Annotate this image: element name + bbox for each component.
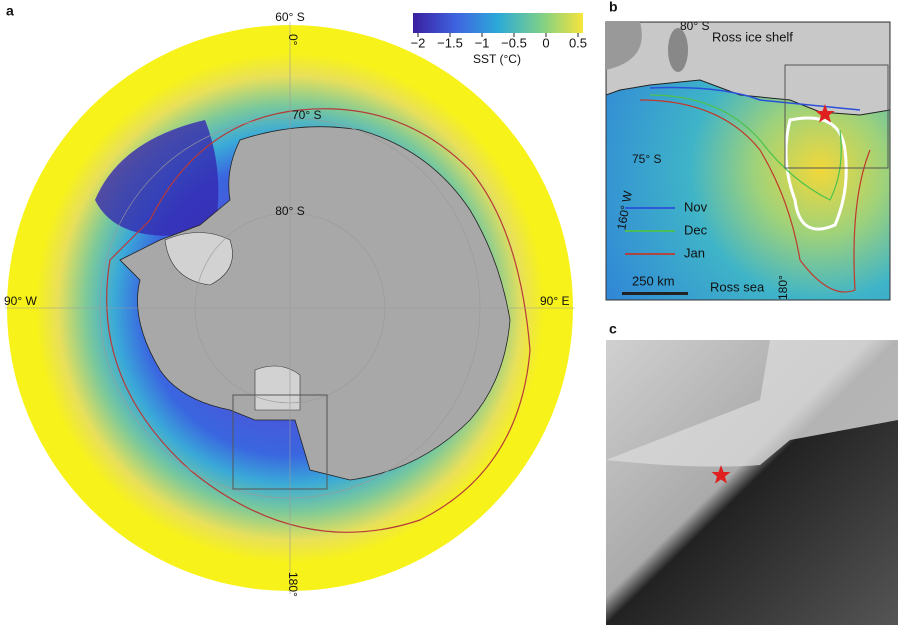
ice-shelves <box>164 232 301 411</box>
island <box>668 28 688 72</box>
lat-label: 60° S <box>275 10 304 24</box>
legend: Nov Dec Jan <box>625 199 708 260</box>
inset-box <box>232 394 328 490</box>
star <box>815 104 835 123</box>
lat-label: 70° S <box>292 108 321 122</box>
colorbar-tick-label: −2 <box>411 35 426 50</box>
cold-patch <box>95 120 219 236</box>
nov-edge <box>649 86 861 111</box>
lon-label: 180° <box>286 572 300 597</box>
colorbar-tick-label: −1.5 <box>437 35 463 50</box>
warm-contour <box>784 116 848 231</box>
colorbar-tick-label: −1 <box>475 35 490 50</box>
dec-edge <box>649 94 842 201</box>
inset-box <box>784 64 889 169</box>
land <box>606 22 642 70</box>
star <box>711 465 731 484</box>
panel-a: a 60° S 70° S 80° S 0° 90° W 90° E 180° … <box>4 3 587 597</box>
lat-label: 80° S <box>275 204 304 218</box>
legend-label: Nov <box>684 199 708 214</box>
ice-edge <box>106 108 531 533</box>
legend-label: Dec <box>684 222 708 237</box>
lon-label: 90° W <box>4 294 37 308</box>
lon-label: 0° <box>286 34 300 46</box>
ice-shelf-image <box>606 340 898 467</box>
scale-bar <box>622 292 688 295</box>
panel-label: c <box>609 321 617 337</box>
lat-label: 75° S <box>632 152 661 166</box>
lon-label: 180° <box>776 275 790 300</box>
colorbar-label: SST (°C) <box>473 52 521 66</box>
colorbar <box>413 13 583 33</box>
scale-label: 250 km <box>632 273 675 288</box>
colorbar-tick-label: 0.5 <box>569 35 587 50</box>
sea-label: Ross sea <box>710 279 765 294</box>
jan-edge <box>639 99 871 293</box>
ice-shelf-label: Ross ice shelf <box>712 29 793 44</box>
legend-label: Jan <box>684 245 705 260</box>
lon-label: 160° W <box>614 189 635 231</box>
panel-c: c <box>606 321 898 625</box>
panel-b: b 80° S Ross ice shelf 75° S 160° W 180°… <box>605 0 891 301</box>
lon-label: 90° E <box>540 294 569 308</box>
lat-label: 80° S <box>680 19 709 33</box>
colorbar-ticks: −2 −1.5 −1 −0.5 0 0.5 <box>411 33 587 50</box>
panel-label: a <box>6 3 14 19</box>
colorbar-tick-label: 0 <box>542 35 549 50</box>
colorbar-tick-label: −0.5 <box>501 35 527 50</box>
panel-label: b <box>609 0 618 15</box>
